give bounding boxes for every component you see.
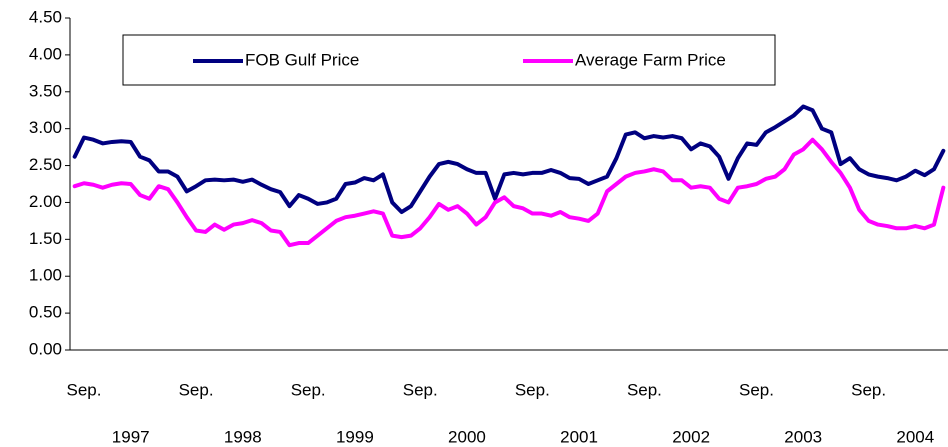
year-label: 2004 — [896, 427, 934, 446]
y-tick-label: 1.50 — [29, 229, 62, 248]
y-tick-label: 2.50 — [29, 155, 62, 174]
y-tick-label: 0.50 — [29, 303, 62, 322]
x-tick-label: Sep. — [739, 380, 774, 399]
y-tick-label: 4.50 — [29, 7, 62, 26]
y-tick-label: 3.50 — [29, 81, 62, 100]
series-line — [72, 104, 946, 215]
year-label: 2000 — [448, 427, 486, 446]
year-label: 1998 — [224, 427, 262, 446]
x-tick-label: Sep. — [515, 380, 550, 399]
x-tick-label: Sep. — [67, 380, 102, 399]
y-tick-label: 3.00 — [29, 118, 62, 137]
y-tick-label: 0.00 — [29, 339, 62, 358]
year-label: 2001 — [560, 427, 598, 446]
year-label: 1997 — [112, 427, 150, 446]
x-tick-label: Sep. — [627, 380, 662, 399]
x-tick-label: Sep. — [851, 380, 886, 399]
year-label: 1999 — [336, 427, 374, 446]
x-tick-label: Sep. — [403, 380, 438, 399]
y-tick-label: 1.00 — [29, 266, 62, 285]
y-tick-label: 2.00 — [29, 192, 62, 211]
legend-label: Average Farm Price — [575, 50, 726, 69]
x-tick-label: Sep. — [291, 380, 326, 399]
x-tick-label: Sep. — [179, 380, 214, 399]
y-tick-label: 4.00 — [29, 44, 62, 63]
legend-label: FOB Gulf Price — [245, 50, 359, 69]
year-label: 2003 — [784, 427, 822, 446]
year-label: 2002 — [672, 427, 710, 446]
series-line — [72, 137, 946, 248]
